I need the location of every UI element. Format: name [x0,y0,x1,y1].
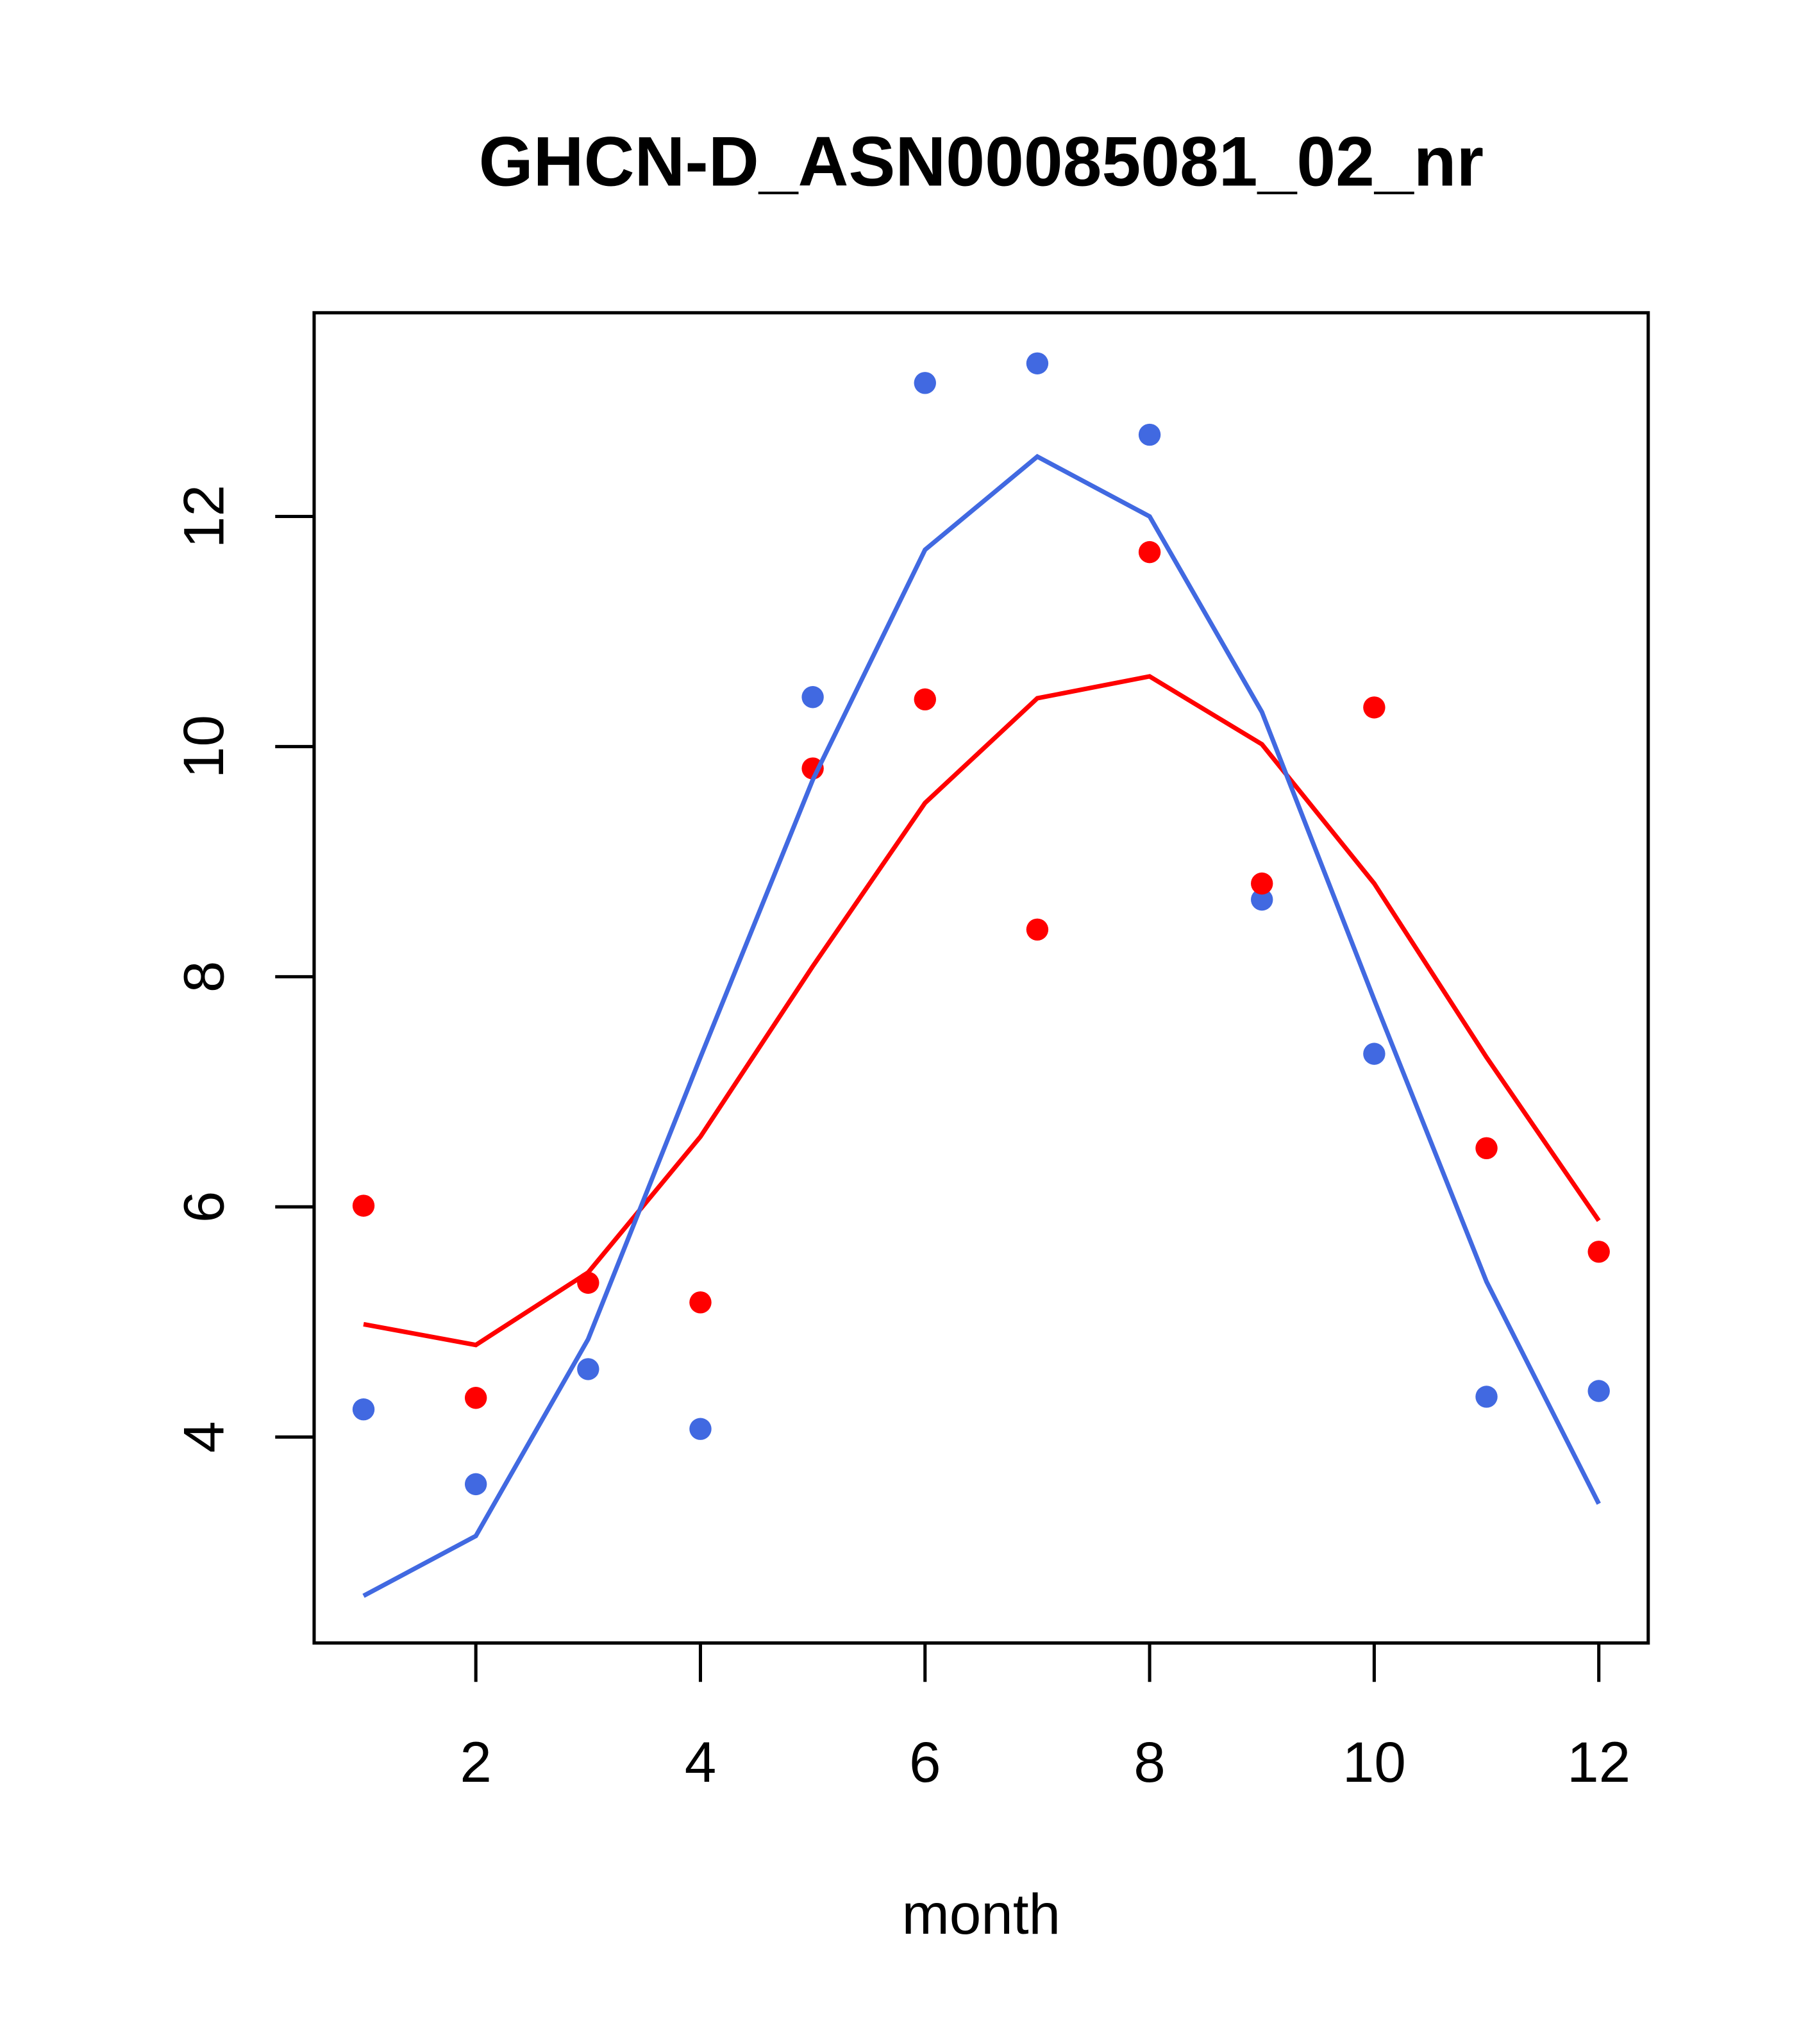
y-tick-label: 10 [171,715,235,778]
blue-point [1026,352,1049,374]
red-point [352,1194,375,1217]
blue-point [1138,423,1161,446]
x-axis-label: month [902,1882,1061,1946]
blue-point [577,1358,599,1380]
x-tick-label: 6 [909,1730,941,1794]
red-point [1026,918,1049,941]
x-tick-label: 2 [460,1730,492,1794]
y-axis: 4 6 8 10 12 [171,485,316,1453]
plot-box [312,311,1650,1645]
red-line [363,674,1601,1348]
y-tick-label: 6 [171,1191,235,1223]
x-tick-label: 4 [685,1730,717,1794]
red-point [464,1387,487,1409]
red-point [1363,696,1386,719]
y-tick-label: 8 [171,961,235,993]
red-point [1138,540,1161,564]
red-point [1587,1241,1610,1263]
x-axis: 2 4 6 8 10 12 [460,1641,1630,1794]
chart-title: GHCN-D_ASN00085081_02_nr [479,122,1484,201]
x-tick-label: 10 [1343,1730,1406,1794]
blue-point [1475,1386,1498,1408]
blue-point [1251,888,1273,911]
red-point [1251,872,1273,895]
blue-point [1363,1043,1386,1065]
blue-point [914,372,936,394]
red-point [1475,1137,1498,1160]
y-tick-label: 4 [171,1421,235,1453]
blue-point [689,1418,712,1440]
x-tick-label: 12 [1567,1730,1630,1794]
blue-point [801,686,824,708]
x-tick-label: 8 [1134,1730,1166,1794]
series-layer [352,352,1610,1598]
red-point [689,1291,712,1314]
y-tick-label: 12 [171,485,235,548]
blue-point [1587,1380,1610,1402]
red-point [801,757,824,780]
red-point [914,688,936,711]
blue-point [464,1473,487,1496]
blue-point [352,1398,375,1421]
blue-line [362,453,1601,1598]
